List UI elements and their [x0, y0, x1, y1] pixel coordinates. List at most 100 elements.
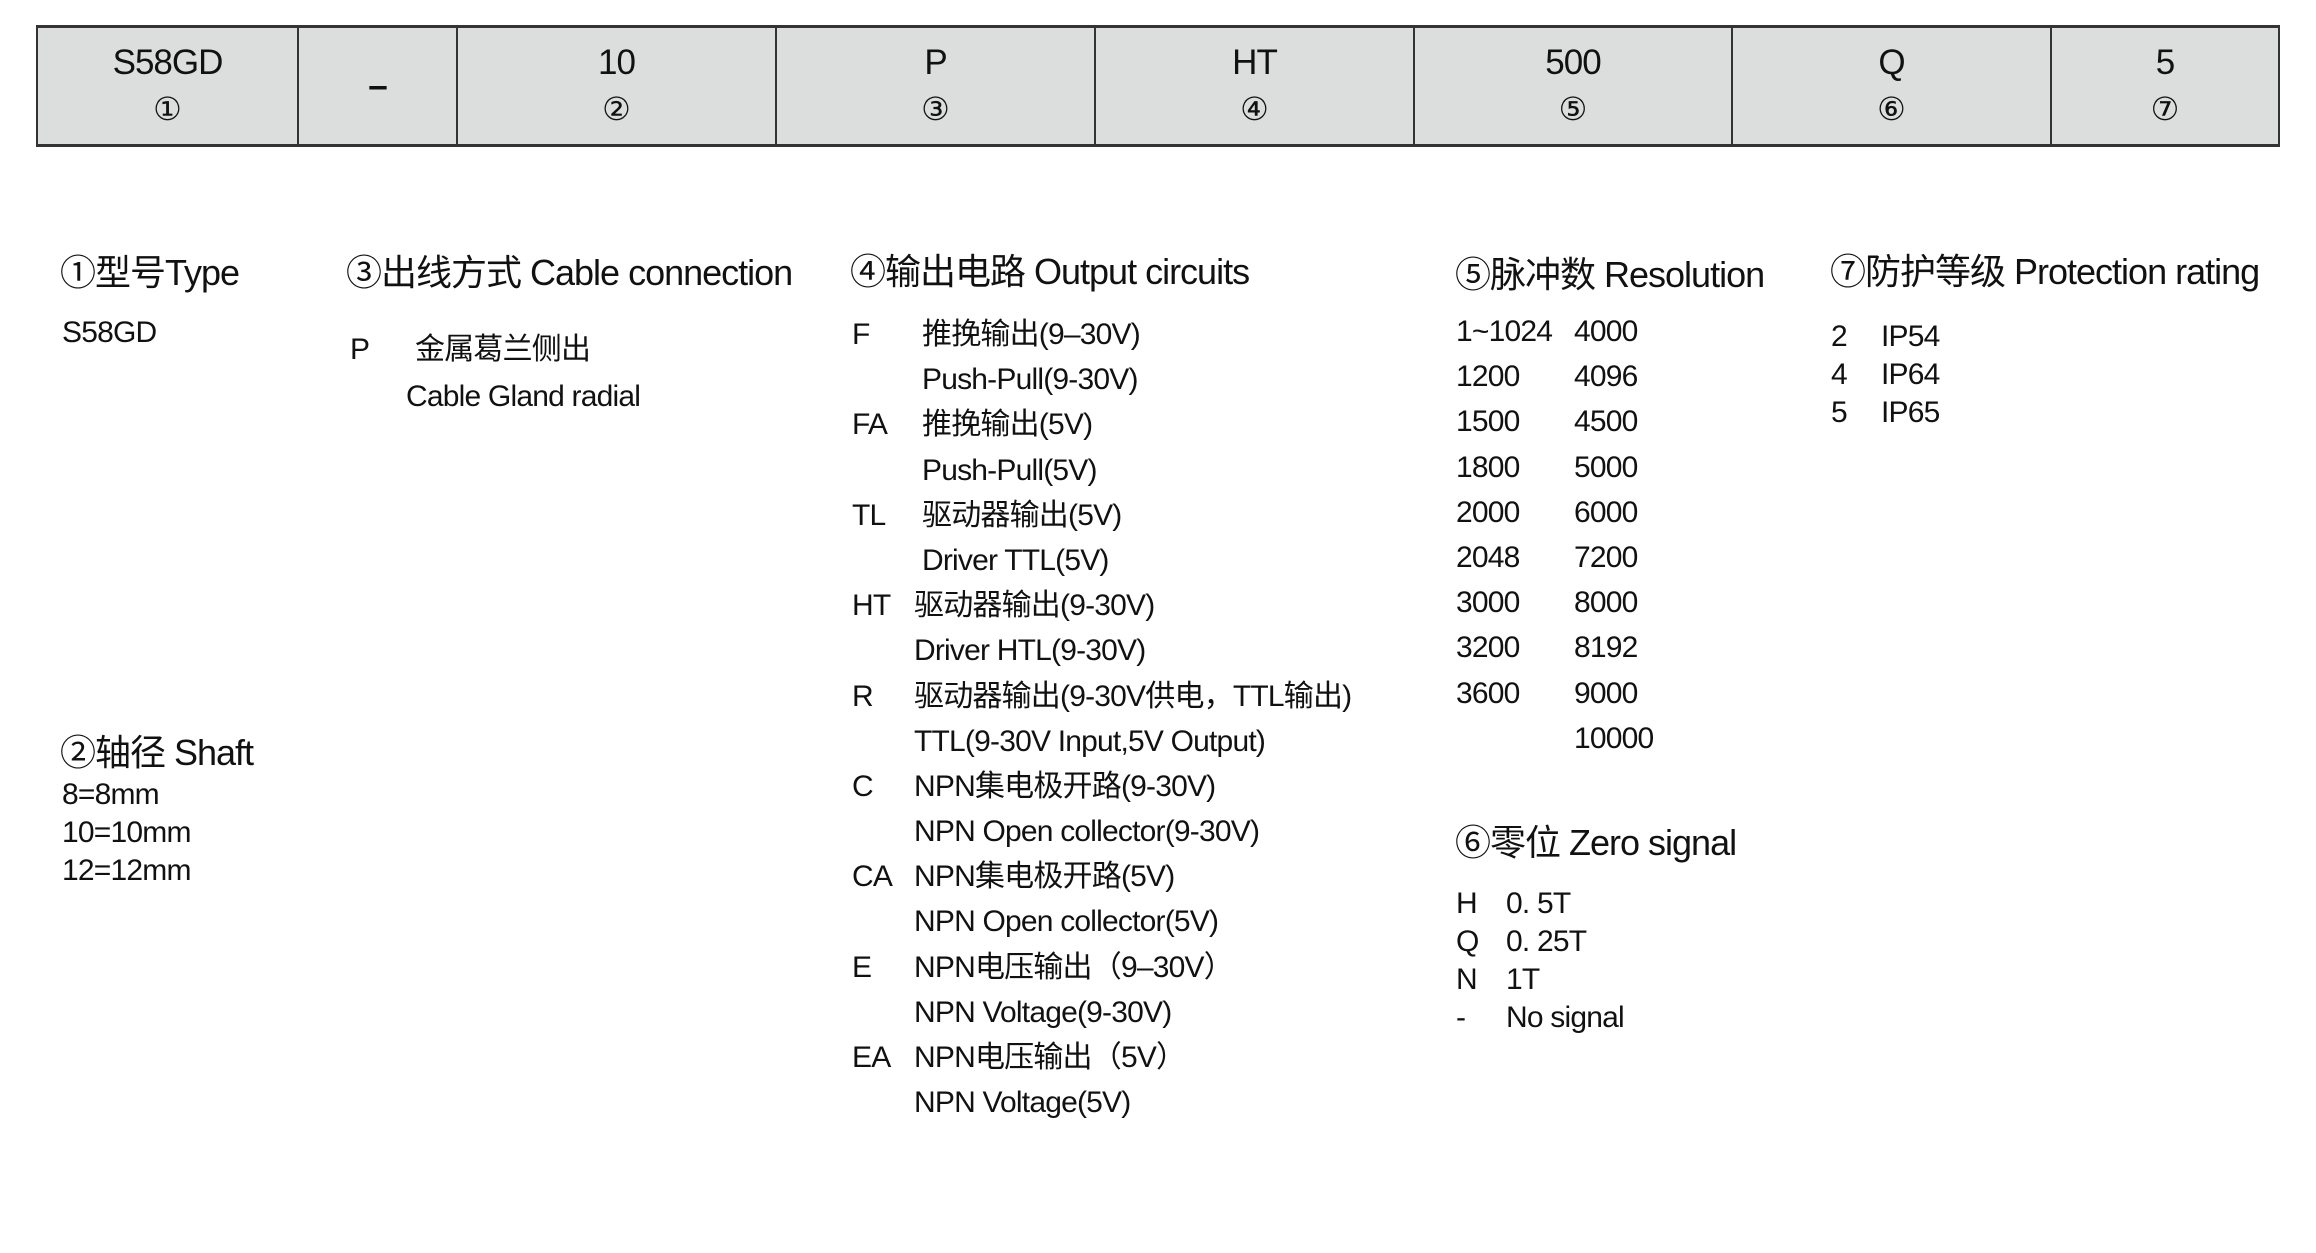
output-code: EA	[852, 1041, 891, 1074]
output-code: C	[852, 769, 874, 803]
resolution-row: 3000 8000	[1456, 580, 1756, 625]
output-item-en: Push-Pull(9-30V)	[852, 357, 1412, 402]
output-cn: 驱动器输出(9-30V供电，TTL输出)	[914, 679, 1352, 713]
resolution-row: 10000	[1456, 716, 1756, 761]
output-code: E	[852, 950, 872, 984]
shaft-list: 8=8mm 10=10mm 12=12mm	[62, 776, 191, 890]
cable-en: Cable Gland radial	[406, 380, 641, 413]
header-cell-output: HT ④	[1096, 28, 1415, 144]
protection-row: 5 IP65	[1831, 394, 2131, 432]
header-value: Q	[1878, 43, 1905, 82]
output-en: NPN Open collector(5V)	[914, 905, 1219, 939]
output-item: R 驱动器输出(9-30V供电，TTL输出)	[852, 674, 1412, 719]
resolution-value: 4000	[1574, 315, 1638, 348]
output-en: NPN Voltage(9-30V)	[914, 995, 1172, 1029]
header-value: HT	[1232, 43, 1278, 82]
protection-list: 2 IP54 4 IP64 5 IP65	[1831, 318, 2131, 432]
output-code: CA	[852, 860, 893, 894]
output-item-en: Push-Pull(5V)	[852, 448, 1412, 493]
header-value: S58GD	[112, 43, 224, 82]
zero-row: N 1T	[1456, 961, 1756, 999]
output-item-en: NPN Open collector(9-30V)	[852, 809, 1412, 854]
resolution-value: 2000	[1456, 495, 1520, 529]
output-item: E NPN电压输出（9–30V）	[852, 945, 1412, 990]
resolution-row: 3200 8192	[1456, 625, 1756, 670]
output-item-en: NPN Open collector(5V)	[852, 899, 1412, 944]
zero-list: H 0. 5T Q 0. 25T N 1T - No signal	[1456, 885, 1756, 1037]
resolution-value: 1200	[1456, 360, 1520, 394]
header-number: ④	[1240, 91, 1269, 127]
header-number: ②	[602, 91, 631, 127]
output-list: F 推挽输出(9–30V) Push-Pull(9-30V) FA 推挽输出(5V) Pu…	[852, 312, 1412, 1125]
resolution-value: 4500	[1574, 405, 1638, 439]
shaft-item: 8=8mm	[62, 778, 160, 811]
resolution-value: 8192	[1574, 631, 1638, 665]
zero-code: -	[1456, 1001, 1466, 1034]
output-en: TTL(9-30V Input,5V Output)	[914, 724, 1266, 758]
type-title: ①型号Type	[60, 252, 240, 293]
resolution-title: ⑤脉冲数 Resolution	[1455, 254, 1765, 295]
output-en: Push-Pull(9-30V)	[922, 363, 1138, 397]
resolution-row: 2000 6000	[1456, 490, 1756, 535]
protection-code: 4	[1831, 358, 1848, 391]
header-number: ⑤	[1558, 91, 1588, 127]
resolution-value: 3600	[1456, 676, 1520, 710]
zero-title: ⑥零位 Zero signal	[1455, 822, 1737, 863]
output-item: HT 驱动器输出(9-30V)	[852, 583, 1412, 628]
protection-row: 4 IP64	[1831, 356, 2131, 394]
shaft-item: 12=12mm	[62, 854, 191, 887]
output-item: C NPN集电极开路(9-30V)	[852, 764, 1412, 809]
resolution-value: 8000	[1574, 586, 1638, 620]
shaft-item: 10=10mm	[62, 816, 191, 849]
protection-value: IP64	[1881, 358, 1940, 391]
shaft-title: ②轴径 Shaft	[60, 732, 254, 773]
resolution-list: 1~1024 4000 1200 4096 1500 4500 1800 5000 2000 60…	[1456, 309, 1756, 761]
resolution-value: 4096	[1574, 360, 1638, 394]
zero-value: 0. 25T	[1506, 925, 1587, 958]
cable-code: P	[350, 333, 370, 366]
zero-value: 0. 5T	[1506, 887, 1571, 920]
output-code: F	[852, 318, 870, 351]
zero-row: - No signal	[1456, 999, 1756, 1037]
header-value: 500	[1545, 43, 1601, 82]
resolution-value: 5000	[1574, 450, 1638, 484]
output-item-en: TTL(9-30V Input,5V Output)	[852, 719, 1412, 764]
header-number: ⑥	[1877, 91, 1906, 127]
resolution-row: 1800 5000	[1456, 445, 1756, 490]
resolution-value: 10000	[1574, 721, 1654, 755]
resolution-value: 6000	[1574, 495, 1638, 529]
output-item: TL 驱动器输出(5V)	[852, 493, 1412, 538]
zero-row: Q 0. 25T	[1456, 923, 1756, 961]
header-value: 10	[598, 43, 636, 82]
header-number: ①	[153, 91, 182, 127]
output-cn: NPN集电极开路(5V)	[914, 860, 1175, 894]
output-cn: NPN电压输出（5V）	[914, 1041, 1186, 1074]
resolution-value: 3200	[1456, 631, 1520, 665]
resolution-value: 1~1024	[1456, 315, 1553, 348]
output-en: NPN Voltage(5V)	[914, 1086, 1131, 1120]
output-item: EA NPN电压输出（5V）	[852, 1035, 1412, 1080]
output-cn: NPN集电极开路(9-30V)	[914, 769, 1216, 803]
output-item: CA NPN集电极开路(5V)	[852, 854, 1412, 899]
zero-code: Q	[1456, 925, 1479, 958]
output-en: NPN Open collector(9-30V)	[914, 815, 1260, 849]
protection-value: IP54	[1881, 320, 1940, 353]
output-code: R	[852, 679, 874, 713]
output-item: F 推挽输出(9–30V)	[852, 312, 1412, 357]
header-number: ③	[921, 91, 950, 127]
header-cell-shaft: 10 ②	[458, 28, 777, 144]
resolution-value: 9000	[1574, 676, 1638, 710]
output-cn: 推挽输出(5V)	[922, 408, 1093, 442]
type-item: S58GD	[62, 316, 157, 349]
header-number: ⑦	[2150, 91, 2180, 127]
protection-row: 2 IP54	[1831, 318, 2131, 356]
output-cn: 驱动器输出(5V)	[922, 498, 1122, 532]
zero-code: N	[1456, 963, 1478, 996]
header-value: P	[924, 43, 947, 82]
output-en: Driver TTL(5V)	[922, 543, 1109, 577]
header-cell-separator: –	[299, 28, 458, 144]
header-value: –	[368, 66, 387, 105]
